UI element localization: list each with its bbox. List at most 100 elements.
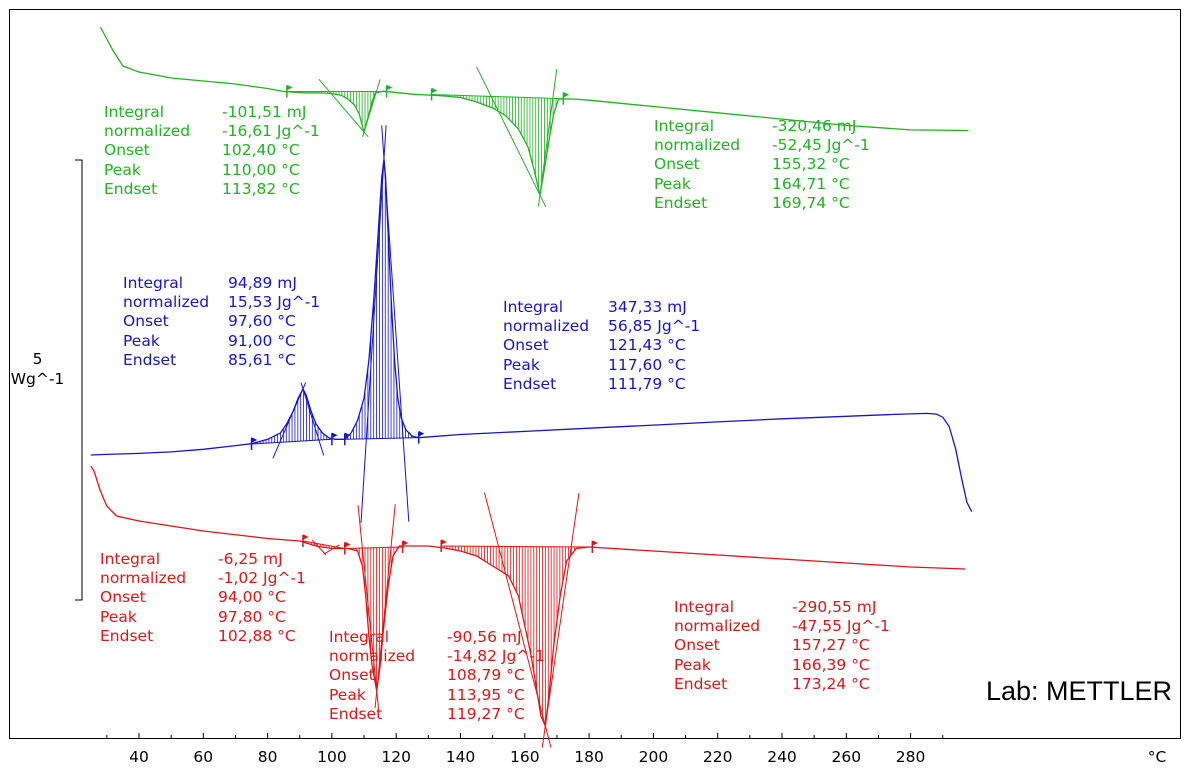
annotation-value: 113,82 °C bbox=[222, 179, 300, 198]
annotation-key: Peak bbox=[329, 685, 366, 704]
annotation-key: Onset bbox=[329, 666, 375, 685]
annotation-value: 169,74 °C bbox=[772, 193, 850, 212]
x-tick-label: 40 bbox=[129, 748, 149, 766]
annotation-key: Integral bbox=[654, 117, 715, 135]
annotation-key: Peak bbox=[100, 607, 137, 626]
annotation-row: Onset 108,79 °C bbox=[329, 666, 525, 685]
peak-tangent bbox=[323, 544, 340, 555]
annotation-value: -52,45 Jg^-1 bbox=[772, 136, 870, 155]
annotation-key: normalized bbox=[100, 569, 187, 588]
annotation-value: 164,71 °C bbox=[772, 174, 850, 193]
annotation-key: Endset bbox=[104, 179, 158, 198]
annotation-value: 91,00 °C bbox=[228, 331, 296, 350]
dsc-curve bbox=[90, 465, 966, 729]
annotation-row: Integral -90,56 mJ bbox=[329, 628, 522, 647]
annotation-row: normalized -16,61 Jg^-1 bbox=[104, 122, 320, 141]
x-tick-label: °C bbox=[1148, 748, 1167, 766]
annotation-row: normalized -1,02 Jg^-1 bbox=[100, 569, 306, 588]
annotation-value: 157,27 °C bbox=[792, 636, 870, 655]
annotation-row: Endset 85,61 °C bbox=[123, 350, 296, 370]
annotation-value: 85,61 °C bbox=[228, 350, 296, 369]
annotation-value: -14,82 Jg^-1 bbox=[447, 647, 545, 666]
annotation-key: Endset bbox=[654, 193, 708, 212]
annotation-row: Peak 164,71 °C bbox=[654, 174, 850, 194]
annotation-key: Endset bbox=[123, 350, 177, 369]
annotation-green-peak-2: Integral -320,46 mJ normalized -52,45 Jg^-1… bbox=[654, 117, 870, 213]
peak-tangent bbox=[300, 382, 325, 456]
annotation-key: Onset bbox=[123, 312, 169, 331]
annotation-row: Onset 102,40 °C bbox=[104, 141, 300, 160]
annotation-row: Integral 94,89 mJ bbox=[123, 274, 297, 293]
annotation-value: 347,33 mJ bbox=[608, 298, 687, 316]
annotation-row: normalized 15,53 Jg^-1 bbox=[123, 293, 320, 312]
annotation-row: Endset 173,24 °C bbox=[674, 675, 870, 694]
annotation-blue-peak-2: Integral 347,33 mJ normalized 56,85 Jg^-1 On… bbox=[503, 298, 700, 394]
annotation-key: normalized bbox=[123, 293, 210, 312]
x-tick-label: 80 bbox=[258, 748, 278, 766]
annotation-value: 110,00 °C bbox=[222, 160, 300, 179]
annotation-red-peak-1: Integral -6,25 mJ normalized -1,02 Jg^-1 Ons… bbox=[100, 550, 306, 646]
x-tick-label: 240 bbox=[767, 748, 797, 766]
x-tick-label: 220 bbox=[703, 748, 733, 766]
annotation-row: Onset 94,00 °C bbox=[100, 588, 286, 607]
peak-tangent bbox=[357, 505, 379, 709]
annotation-row: Endset 169,74 °C bbox=[654, 193, 850, 213]
x-tick-label: 280 bbox=[896, 748, 926, 766]
annotation-key: Integral bbox=[503, 298, 564, 316]
integration-limit-marker bbox=[331, 432, 338, 446]
annotation-row: Endset 111,79 °C bbox=[503, 374, 686, 394]
annotation-value: -290,55 mJ bbox=[792, 598, 877, 616]
dsc-curve bbox=[90, 158, 973, 512]
annotation-key: Integral bbox=[123, 274, 184, 292]
annotation-key: Peak bbox=[654, 174, 691, 193]
annotation-value: 119,27 °C bbox=[447, 704, 525, 723]
y-scale-bar bbox=[75, 159, 83, 601]
annotation-key: normalized bbox=[503, 317, 590, 336]
annotation-value: 111,79 °C bbox=[608, 374, 686, 393]
annotation-value: 94,00 °C bbox=[218, 588, 286, 607]
annotation-blue-peak-1: Integral 94,89 mJ normalized 15,53 Jg^-1 Ons… bbox=[123, 274, 320, 370]
annotation-row: Onset 157,27 °C bbox=[674, 636, 870, 655]
annotation-row: Endset 102,88 °C bbox=[100, 626, 296, 646]
annotation-key: normalized bbox=[329, 647, 416, 666]
annotation-row: Integral 347,33 mJ bbox=[503, 298, 687, 317]
annotation-row: normalized -47,55 Jg^-1 bbox=[674, 617, 890, 636]
annotation-row: Peak 97,80 °C bbox=[100, 607, 286, 627]
x-tick-label: 260 bbox=[832, 748, 862, 766]
annotation-row: Peak 117,60 °C bbox=[503, 355, 686, 375]
dsc-curve bbox=[99, 26, 969, 196]
annotation-value: 97,60 °C bbox=[228, 312, 296, 331]
annotation-value: -101,51 mJ bbox=[222, 103, 307, 121]
annotation-row: Onset 121,43 °C bbox=[503, 336, 686, 355]
integration-limit-marker bbox=[302, 534, 309, 547]
peak-tangent bbox=[476, 66, 547, 208]
annotation-key: Peak bbox=[503, 355, 540, 374]
annotation-value: -90,56 mJ bbox=[447, 628, 522, 646]
annotation-value: -47,55 Jg^-1 bbox=[792, 617, 890, 636]
x-tick-label: 140 bbox=[446, 748, 476, 766]
annotation-value: 15,53 Jg^-1 bbox=[228, 293, 321, 312]
peak-tangent bbox=[483, 492, 552, 748]
annotation-key: Onset bbox=[674, 636, 720, 655]
peak-baseline bbox=[344, 437, 419, 440]
annotation-key: Endset bbox=[100, 626, 154, 645]
annotation-row: Peak 166,39 °C bbox=[674, 655, 870, 675]
annotation-row: Endset 119,27 °C bbox=[329, 705, 525, 724]
annotation-value: 166,39 °C bbox=[792, 655, 870, 674]
annotation-key: Endset bbox=[503, 374, 557, 393]
annotation-value: 113,95 °C bbox=[447, 685, 525, 704]
annotation-key: Peak bbox=[104, 160, 141, 179]
integration-limit-marker bbox=[440, 539, 447, 552]
annotation-value: 102,40 °C bbox=[222, 141, 300, 160]
x-tick-label: 180 bbox=[574, 748, 604, 766]
annotation-key: Peak bbox=[123, 331, 160, 350]
integration-limit-marker bbox=[430, 87, 438, 101]
annotation-key: Peak bbox=[674, 655, 711, 674]
x-tick-label: 60 bbox=[193, 748, 213, 766]
annotation-row: Onset 97,60 °C bbox=[123, 312, 296, 331]
peak-baseline bbox=[302, 540, 345, 549]
annotation-value: 155,32 °C bbox=[772, 155, 850, 174]
x-tick-label: 160 bbox=[510, 748, 540, 766]
peak-tangent bbox=[311, 539, 327, 556]
